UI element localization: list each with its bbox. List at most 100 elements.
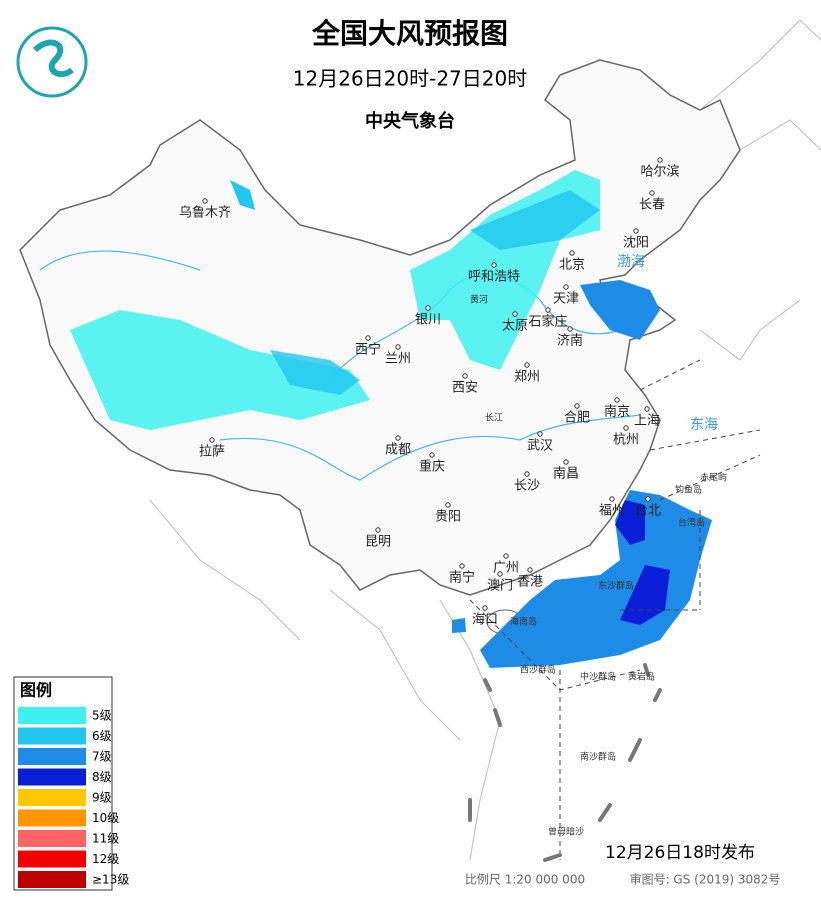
city-label: 台北 — [635, 504, 661, 519]
city-dot — [657, 157, 663, 163]
city-dot — [614, 397, 620, 403]
city-label: 沈阳 — [623, 236, 649, 251]
city-label: 拉萨 — [199, 445, 225, 460]
logo — [16, 26, 88, 98]
legend-label: ≥13级 — [92, 873, 129, 887]
legend-items: 5级 6级 7级 8级 9级 10级 11级 12级 ≥13级 — [18, 707, 129, 888]
legend-title: 图例 — [20, 681, 52, 700]
issued-time: 12月26日18时发布 — [605, 843, 755, 863]
city-label: 银川 — [415, 313, 441, 328]
city-label: 太原 — [502, 319, 528, 334]
city-dot — [524, 362, 530, 368]
city-label: 福州 — [599, 504, 625, 519]
city-label: 武汉 — [527, 439, 553, 454]
legend: 图例 5级 6级 7级 8级 9级 10级 11级 12级 ≥13级 — [13, 676, 129, 891]
city-label: 济南 — [557, 333, 583, 349]
city-dot — [395, 344, 401, 350]
city-label: 呼和浩特 — [468, 270, 520, 285]
city-dot — [524, 471, 530, 477]
city-label: 贵阳 — [435, 510, 461, 525]
city-label: 广州 — [493, 561, 519, 576]
city-label: 合肥 — [564, 411, 590, 426]
island-label: 黄岩岛 — [628, 671, 655, 683]
legend-swatch — [18, 789, 86, 806]
dashed-lines — [469, 359, 761, 860]
city-label: 郑州 — [514, 370, 540, 385]
city-dot — [425, 305, 431, 311]
legend-swatch — [18, 727, 86, 745]
legend-swatch — [18, 850, 86, 868]
city-dot — [491, 262, 497, 268]
scale: 比例尺 1:20 000 000 — [465, 873, 585, 887]
city-dot — [563, 284, 569, 290]
city-dot — [482, 605, 488, 611]
island-label: 南沙群岛 — [580, 751, 616, 763]
legend-label: 12级 — [92, 852, 119, 866]
city-dot — [527, 567, 533, 573]
legend-swatch — [18, 830, 86, 847]
city-label: 澳门 — [487, 578, 513, 594]
issuer: 中央气象台 — [365, 110, 455, 132]
city-dot — [459, 563, 465, 569]
city-label: 乌鲁木齐 — [179, 205, 231, 221]
island-label: 东沙群岛 — [598, 580, 634, 592]
legend-label: 11级 — [92, 832, 119, 846]
legend-swatch — [18, 809, 86, 827]
city-dot — [563, 459, 569, 465]
legend-swatch — [18, 748, 86, 765]
city-label: 兰州 — [385, 352, 411, 367]
city-dot — [209, 437, 215, 443]
city-dot — [623, 425, 629, 431]
island-label: 台湾岛 — [678, 517, 705, 529]
city-label: 长沙 — [514, 479, 540, 494]
city-label: 天津 — [553, 292, 579, 307]
city-label: 杭州 — [613, 433, 639, 448]
island-label: 中沙群岛 — [580, 671, 616, 683]
city-label: 西安 — [452, 381, 478, 396]
island-label: 海南岛 — [510, 616, 537, 628]
city-label: 石家庄 — [528, 314, 567, 330]
city-dot — [445, 502, 451, 508]
island-label: 西沙群岛 — [520, 664, 556, 676]
sea-label: 东海 — [690, 417, 718, 433]
legend-swatch — [18, 707, 86, 724]
map-number: 审图号: GS (2019) 3082号 — [630, 872, 781, 887]
city-label: 哈尔滨 — [640, 164, 679, 180]
city-label: 西宁 — [355, 342, 381, 358]
city-dot — [537, 431, 543, 437]
city-dot — [429, 452, 435, 458]
city-dot — [609, 496, 615, 502]
river-label: 黄河 — [470, 294, 488, 306]
city-label: 长春 — [639, 198, 665, 213]
legend-label: 5级 — [92, 709, 112, 723]
city-label: 成都 — [385, 443, 411, 458]
city-dot — [545, 307, 551, 313]
island-label: 钓鱼岛 — [675, 484, 702, 496]
city-dot — [365, 335, 371, 341]
city-dot — [497, 571, 503, 577]
city-dot — [649, 190, 655, 196]
city-dot — [202, 198, 208, 204]
city-dot — [567, 326, 573, 332]
city-label: 南京 — [604, 404, 630, 420]
city-label: 香港 — [517, 575, 543, 590]
city-label: 南昌 — [553, 466, 579, 482]
city-dot — [633, 228, 639, 234]
city-label: 昆明 — [365, 535, 391, 550]
city-label: 北京 — [559, 258, 585, 273]
city-dot — [569, 250, 575, 256]
city-label: 南宁 — [449, 570, 475, 586]
river-label: 长江 — [485, 412, 503, 424]
city-label: 海口 — [472, 613, 498, 628]
legend-label: 10级 — [92, 811, 119, 825]
city-dot — [574, 403, 580, 409]
sea-label: 渤海 — [617, 254, 645, 270]
legend-label: 6级 — [92, 729, 112, 743]
neighbors — [149, 19, 821, 861]
city-dot — [503, 553, 509, 559]
city-label: 上海 — [634, 414, 660, 429]
city-dot — [645, 496, 651, 502]
city-label: 重庆 — [419, 459, 445, 475]
